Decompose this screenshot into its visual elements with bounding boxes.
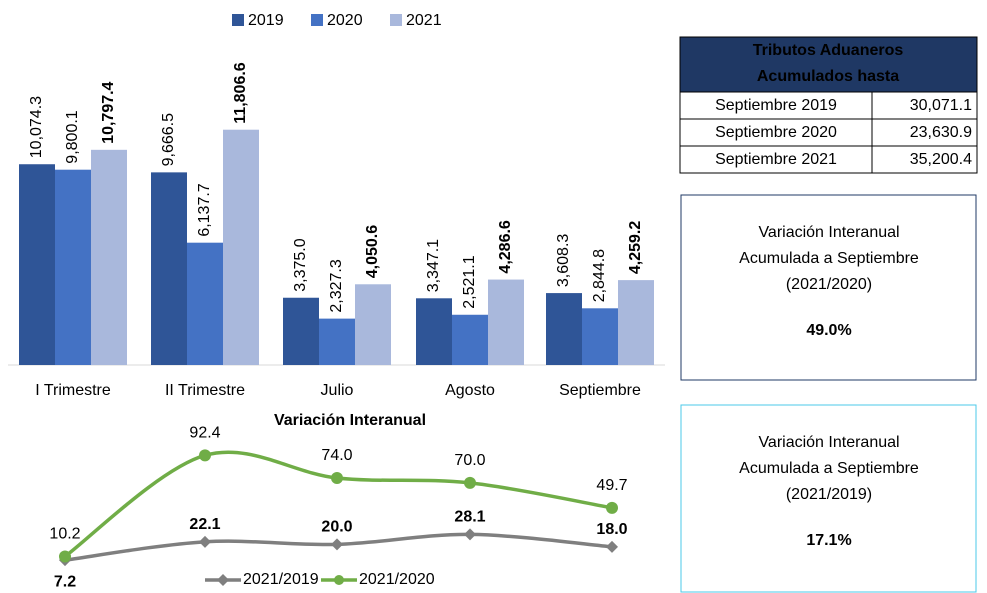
legend-swatch: [311, 14, 323, 26]
bar: [488, 279, 524, 365]
value-label: 4,259.2: [627, 221, 644, 274]
value-label: 7.2: [54, 573, 76, 590]
value-label: 4,286.6: [497, 220, 514, 273]
box-text: Acumulada a Septiembre: [739, 250, 919, 267]
table-cell: Septiembre 2021: [715, 151, 837, 168]
table-cell: 23,630.9: [910, 124, 972, 141]
value-label: 74.0: [321, 447, 352, 464]
marker: [199, 535, 211, 548]
box-text: Variación Interanual: [758, 224, 899, 241]
legend-marker: [217, 574, 229, 586]
box-value: 17.1%: [806, 532, 851, 549]
table-cell: 35,200.4: [910, 151, 972, 168]
value-label: 3,608.3: [555, 234, 572, 287]
bar: [187, 242, 223, 365]
marker: [199, 449, 211, 462]
legend-label: 2021/2020: [359, 571, 435, 588]
bar: [452, 314, 488, 365]
value-label: 10.2: [49, 526, 80, 543]
box-value: 49.0%: [806, 322, 851, 339]
value-label: 22.1: [189, 516, 220, 533]
marker: [331, 471, 343, 484]
marker: [606, 540, 618, 553]
value-label: 18.0: [596, 521, 627, 538]
bar: [416, 298, 452, 365]
legend-label: 2020: [327, 12, 363, 29]
bar: [55, 169, 91, 365]
bar: [355, 284, 391, 365]
bar: [223, 129, 259, 365]
value-label: 10,797.4: [100, 81, 117, 143]
box-text: (2021/2019): [786, 486, 872, 503]
box-text: (2021/2020): [786, 276, 872, 293]
bar: [546, 293, 582, 365]
box-border: [680, 194, 977, 381]
marker: [464, 528, 476, 541]
table-cell: Septiembre 2019: [715, 97, 837, 114]
bar: [582, 308, 618, 365]
table-border: [679, 36, 978, 174]
x-tick-label: Julio: [321, 382, 354, 399]
value-label: 20.0: [321, 519, 352, 536]
bar: [319, 318, 355, 365]
value-label: 9,666.5: [160, 113, 177, 166]
marker: [59, 550, 71, 563]
marker: [331, 538, 343, 551]
value-label: 4,050.6: [364, 225, 381, 278]
legend-swatch: [390, 14, 402, 26]
value-label: 70.0: [454, 452, 485, 469]
table-header: Acumulados hasta: [757, 68, 899, 85]
marker: [464, 476, 476, 489]
box-text: Variación Interanual: [758, 434, 899, 451]
bar: [19, 164, 55, 365]
chart-title: Variación Interanual: [274, 412, 426, 429]
table-cell: 30,071.1: [910, 97, 972, 114]
x-tick-label: Agosto: [445, 382, 495, 399]
value-label: 49.7: [596, 477, 627, 494]
x-tick-label: I Trimestre: [35, 382, 111, 399]
x-tick-label: II Trimestre: [165, 382, 245, 399]
value-label: 6,137.7: [196, 183, 213, 236]
bar: [151, 172, 187, 365]
legend-swatch: [232, 14, 244, 26]
legend-marker: [334, 575, 344, 585]
bar: [91, 149, 127, 365]
table-cell: Septiembre 2020: [715, 124, 837, 141]
legend-label: 2019: [248, 12, 284, 29]
value-label: 28.1: [454, 509, 485, 526]
value-label: 2,521.1: [461, 255, 478, 308]
legend-label: 2021: [406, 12, 442, 29]
value-label: 10,074.3: [28, 96, 45, 158]
value-label: 2,844.8: [591, 249, 608, 302]
value-label: 11,806.6: [232, 62, 249, 124]
value-label: 3,375.0: [292, 238, 309, 291]
value-label: 2,327.3: [328, 259, 345, 312]
box-border: [680, 404, 977, 593]
value-label: 92.4: [189, 425, 220, 442]
value-label: 3,347.1: [425, 239, 442, 292]
legend-label: 2021/2019: [243, 571, 319, 588]
bar: [618, 280, 654, 365]
table-header-bg: [680, 37, 977, 92]
value-label: 9,800.1: [64, 110, 81, 163]
table-header: Tributos Aduaneros: [753, 42, 904, 59]
marker: [606, 501, 618, 514]
box-text: Acumulada a Septiembre: [739, 460, 919, 477]
bar: [283, 297, 319, 365]
x-tick-label: Septiembre: [559, 382, 641, 399]
